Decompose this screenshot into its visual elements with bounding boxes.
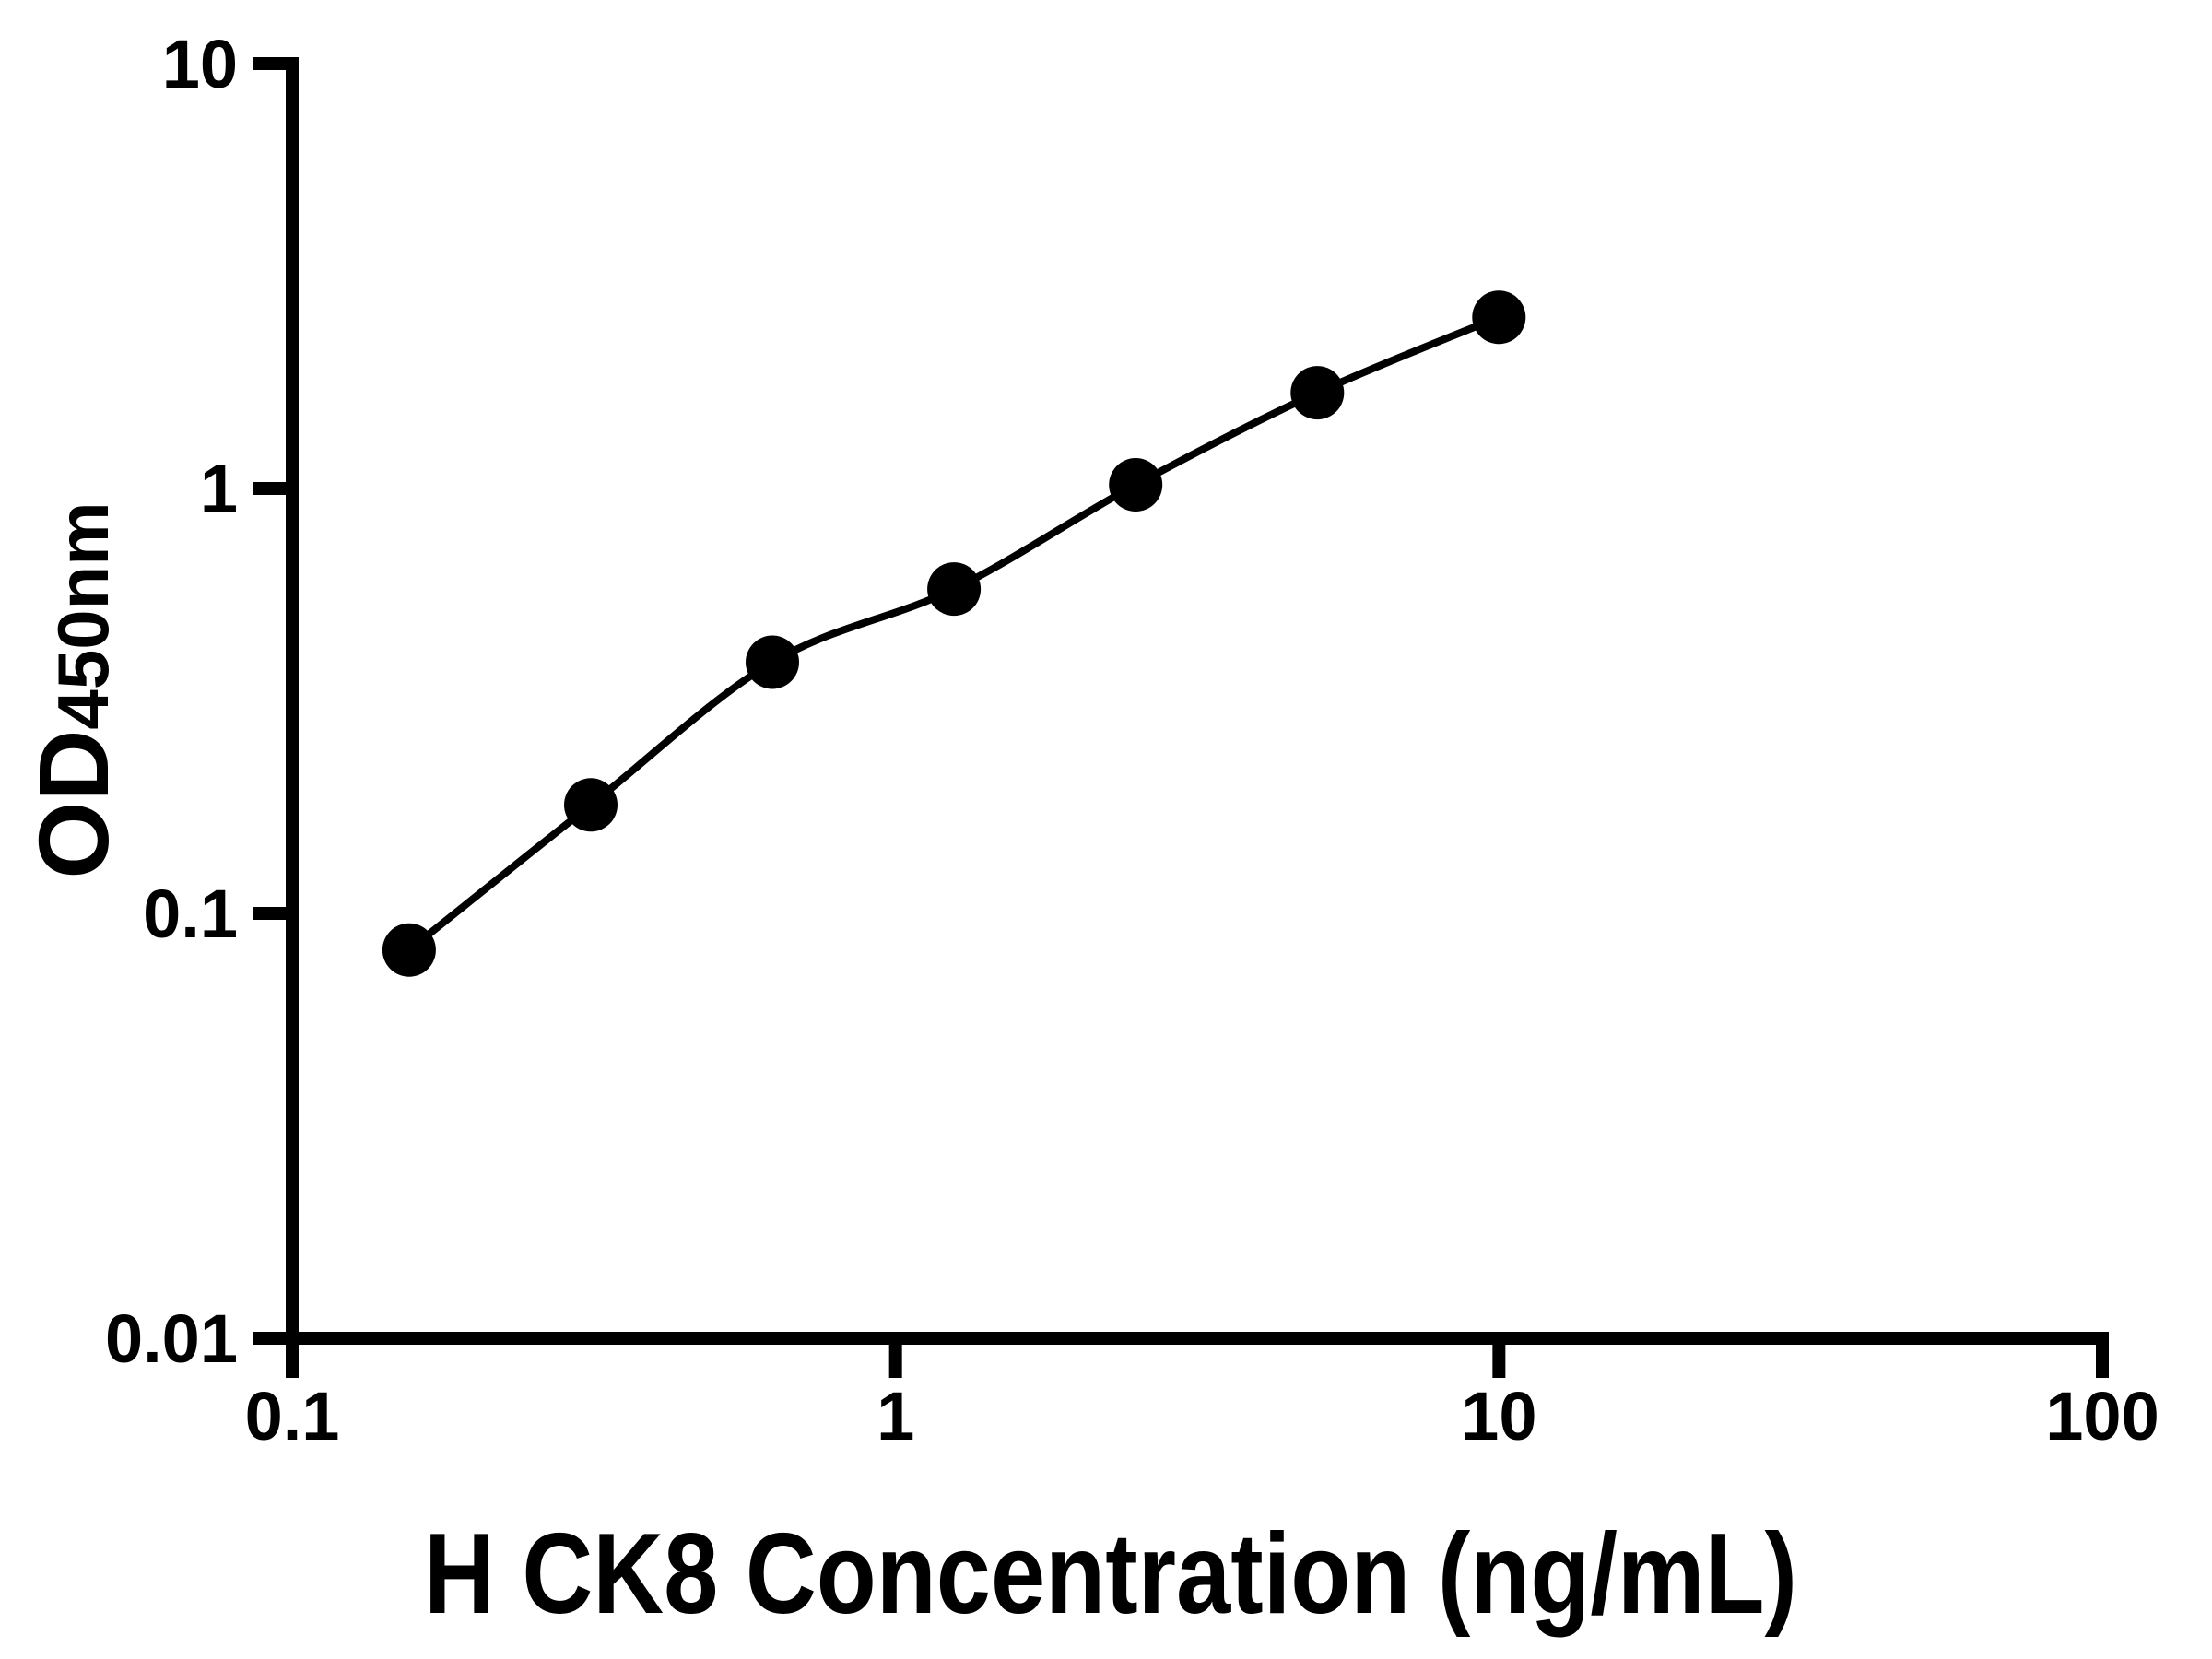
x-tick-label-1: 1 <box>877 1378 914 1454</box>
x-tick-label-10: 10 <box>1461 1378 1536 1454</box>
data-point-2 <box>564 778 618 832</box>
x-tick-label-0.1: 0.1 <box>245 1378 340 1454</box>
y-tick-label-0.1: 0.1 <box>143 876 238 952</box>
x-axis-tick-labels: 0.1 1 10 100 <box>245 1378 2159 1454</box>
x-tick-10 <box>1492 1332 1506 1378</box>
y-tick-0.01 <box>253 1332 292 1345</box>
y-axis-tick-labels: 0.01 0.1 1 10 <box>105 26 238 1377</box>
y-tick-1 <box>253 482 292 495</box>
y-tick-label-0.01: 0.01 <box>105 1300 238 1377</box>
x-tick-0.1 <box>286 1332 299 1378</box>
y-tick-label-10: 10 <box>162 26 238 102</box>
x-tick-1 <box>888 1332 902 1378</box>
y-axis-ticks <box>253 57 292 1345</box>
data-point-6 <box>1290 366 1345 420</box>
x-axis-ticks <box>286 1332 2109 1378</box>
x-tick-100 <box>2096 1332 2109 1378</box>
data-point-4 <box>927 562 982 617</box>
y-tick-10 <box>253 57 292 70</box>
x-axis-title: H CK8 Concentration (ng/mL) <box>424 1511 1797 1638</box>
y-tick-label-1: 1 <box>200 451 238 527</box>
x-axis-spine <box>286 1332 2109 1345</box>
x-tick-label-100: 100 <box>2045 1378 2159 1454</box>
y-axis-title: OD450nm <box>18 501 129 878</box>
y-tick-0.1 <box>253 907 292 920</box>
data-point-7 <box>1472 290 1526 345</box>
data-point-3 <box>746 635 799 689</box>
y-axis-title-main: OD <box>18 730 129 879</box>
y-axis-spine <box>286 57 299 1345</box>
data-point-5 <box>1109 458 1163 512</box>
data-points <box>382 290 1526 977</box>
y-axis-title-subscript: 450nm <box>42 501 124 729</box>
data-point-1 <box>382 923 436 977</box>
